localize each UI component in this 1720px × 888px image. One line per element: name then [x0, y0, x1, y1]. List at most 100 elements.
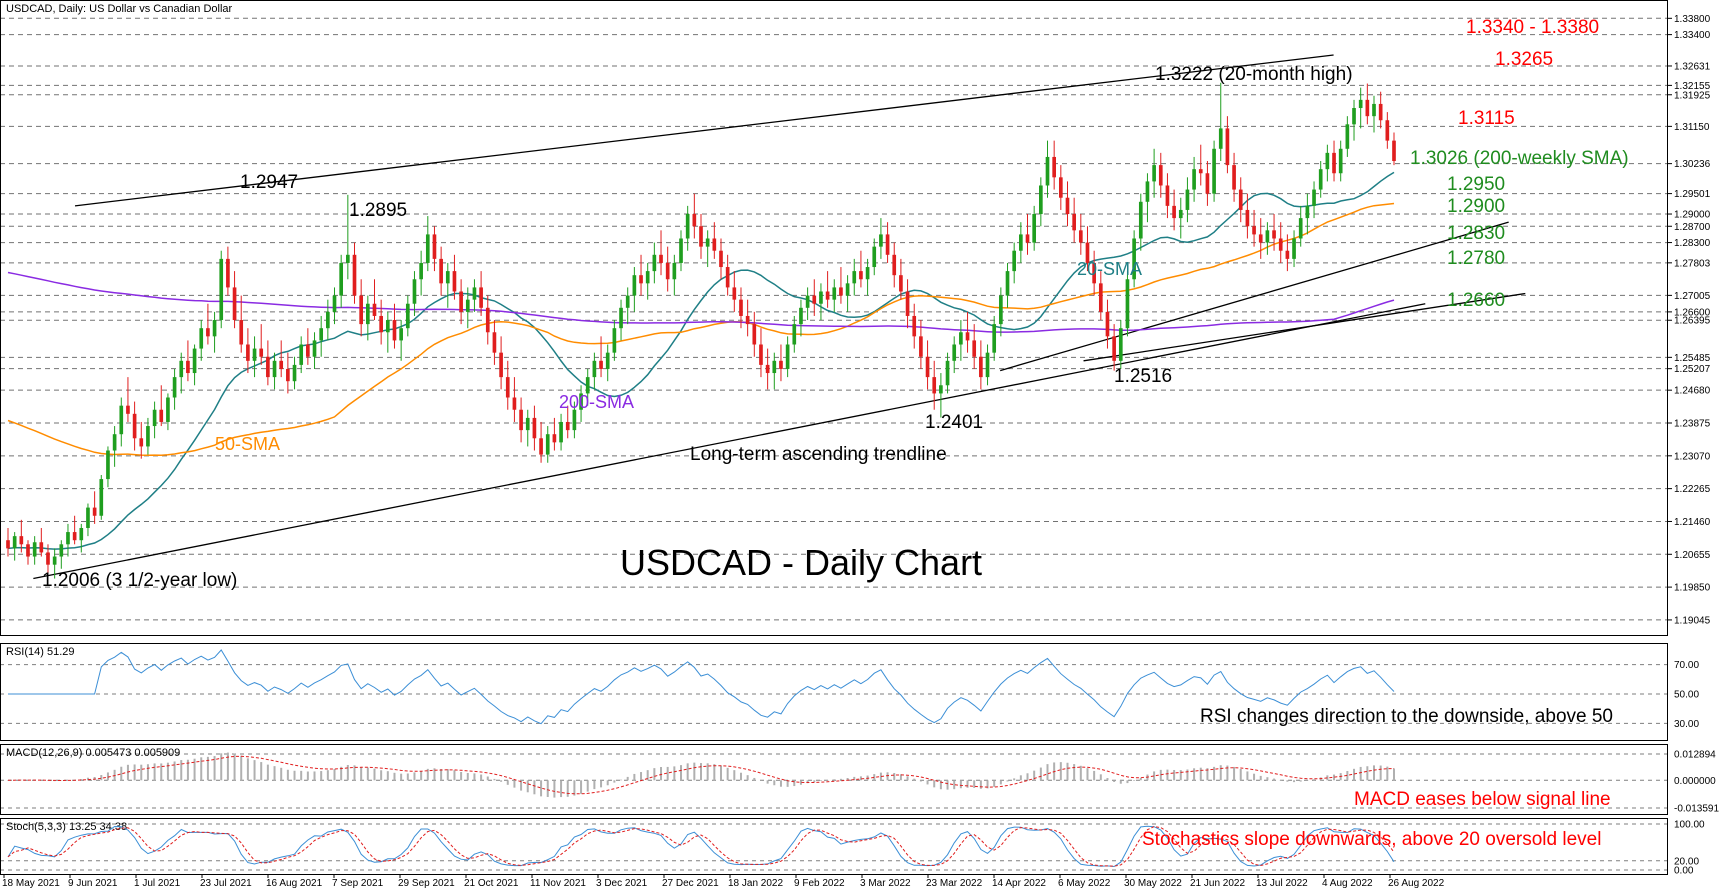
- candle-body: [1318, 169, 1323, 190]
- macd-bar: [1206, 768, 1209, 781]
- candle-body: [479, 287, 483, 308]
- date-tick-label: 29 Sep 2021: [398, 878, 455, 888]
- candle: [92, 491, 97, 524]
- candle: [812, 279, 817, 316]
- macd-bar: [506, 780, 509, 785]
- date-tick-label: 1 Jul 2021: [134, 878, 181, 888]
- candle: [166, 393, 170, 431]
- candle-body: [492, 332, 497, 353]
- macd-bar: [1113, 780, 1116, 782]
- candle: [1145, 173, 1150, 223]
- macd-bar: [333, 768, 336, 781]
- candle: [6, 527, 10, 557]
- candle-body: [399, 328, 403, 341]
- candle-body: [1152, 165, 1156, 182]
- macd-bar: [1279, 780, 1282, 781]
- candle: [206, 303, 210, 345]
- macd-bar: [180, 760, 183, 781]
- date-tick-label: 3 Mar 2022: [860, 878, 911, 888]
- candle-body: [645, 271, 650, 284]
- macd-title: MACD(12,26,9) 0.005473 0.005909: [6, 747, 180, 759]
- macd-bar: [879, 772, 882, 781]
- candle-body: [326, 311, 330, 329]
- short-term-ascending-trendline: [1000, 221, 1509, 372]
- candle: [1092, 250, 1096, 296]
- candle-body: [312, 340, 317, 357]
- candle-body: [899, 275, 903, 292]
- macd-bar: [373, 768, 376, 781]
- macd-bar: [173, 761, 176, 781]
- candle-body: [532, 417, 537, 439]
- candle-body: [159, 409, 164, 422]
- candle: [592, 352, 597, 390]
- price-pane-frame: [0, 0, 1668, 636]
- price-tick-label: 1.31150: [1674, 122, 1710, 133]
- stoch-signal-line: [7, 826, 1395, 867]
- macd-bar: [220, 753, 223, 781]
- candle: [732, 271, 737, 312]
- stoch-pane-frame: [0, 818, 1668, 875]
- candle-body: [605, 352, 610, 369]
- candle: [259, 324, 264, 365]
- rsi-note: RSI changes direction to the downside, a…: [1200, 706, 1613, 727]
- macd-bar: [913, 778, 916, 781]
- candle: [1372, 95, 1376, 133]
- macd-bar: [1259, 775, 1262, 781]
- candle: [525, 409, 530, 447]
- price-tick-label: 1.27803: [1674, 258, 1711, 269]
- candle: [226, 246, 230, 296]
- indicator-tick-label: 100.00: [1674, 820, 1705, 831]
- candle: [899, 258, 903, 300]
- candle-body: [1032, 214, 1037, 243]
- candle: [246, 328, 250, 374]
- candle: [712, 222, 717, 259]
- candle-body: [1305, 205, 1310, 219]
- candle-body: [785, 344, 790, 369]
- macd-signal-line: [7, 755, 1395, 795]
- candle-body: [1225, 128, 1230, 166]
- macd-bar: [979, 780, 982, 789]
- macd-bar: [1333, 774, 1336, 781]
- price-tick-label: 1.30236: [1674, 159, 1711, 170]
- macd-bar: [193, 758, 196, 781]
- candle: [405, 295, 410, 337]
- candle-body: [992, 324, 997, 353]
- candle-body: [212, 320, 217, 337]
- macd-bar: [1286, 780, 1289, 782]
- macd-bar: [1359, 766, 1362, 781]
- macd-bar: [986, 780, 989, 789]
- macd-bar: [1246, 771, 1249, 781]
- date-tick-label: 11 Nov 2021: [530, 878, 586, 888]
- candle-body: [819, 291, 823, 304]
- peak-12895-label: 1.2895: [349, 200, 407, 221]
- macd-bar: [1119, 780, 1122, 784]
- macd-bar: [560, 780, 563, 798]
- pane-frames: [0, 0, 1668, 875]
- macd-bar: [113, 769, 116, 781]
- candle-body: [19, 536, 24, 545]
- macd-bar: [1193, 768, 1196, 781]
- macd-bar: [1133, 780, 1136, 781]
- macd-bar: [640, 772, 643, 781]
- candlesticks: [6, 82, 1396, 579]
- macd-bar: [746, 775, 749, 781]
- macd-bar: [680, 765, 683, 781]
- candle: [745, 299, 750, 337]
- macd-bar: [859, 776, 862, 781]
- candle-body: [99, 479, 104, 516]
- candle: [212, 311, 217, 353]
- candle-body: [1105, 311, 1110, 337]
- candle-body: [892, 254, 897, 276]
- price-tick-label: 1.19045: [1674, 615, 1711, 626]
- sma20-label: 20-SMA: [1077, 259, 1142, 279]
- candle: [999, 287, 1003, 337]
- candle: [32, 536, 37, 565]
- candle: [1005, 262, 1010, 308]
- candle: [419, 250, 423, 296]
- candle: [1325, 144, 1330, 182]
- candle: [425, 216, 430, 272]
- macd-bar: [466, 772, 469, 781]
- macd-bar: [706, 763, 709, 781]
- macd-bar: [1086, 768, 1089, 781]
- price-level-lines: [0, 17, 1667, 621]
